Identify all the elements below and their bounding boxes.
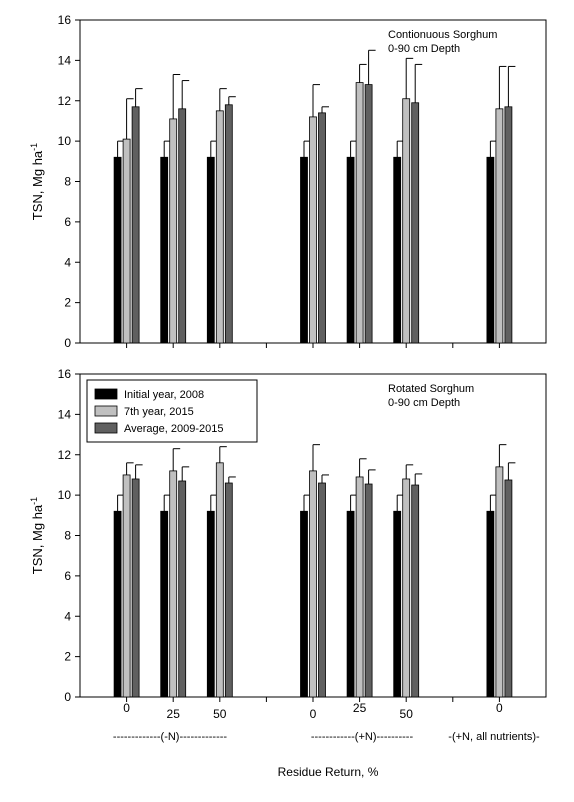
y-axis-label: TSN, Mg ha-1 bbox=[29, 497, 45, 574]
x-axis-title: Residue Return, % bbox=[278, 765, 379, 779]
bar bbox=[486, 156, 495, 344]
bar bbox=[364, 483, 373, 698]
legend-entry: Initial year, 2008 bbox=[124, 389, 204, 401]
bar bbox=[355, 82, 364, 344]
y-axis-label-superscript: -1 bbox=[29, 143, 39, 151]
bar bbox=[346, 510, 355, 698]
bar bbox=[495, 466, 504, 698]
y-tick-label: 0 bbox=[64, 690, 71, 704]
y-tick-label: 16 bbox=[58, 13, 72, 27]
bottom-chart-rotated-sorghum: 0 2 4 6 8 10 12 14 16 TSN, Mg ha-1 Rotated Sorghum… bbox=[29, 367, 547, 704]
legend-swatch bbox=[94, 405, 118, 417]
x-category-label: 0 bbox=[496, 701, 503, 715]
bar bbox=[402, 98, 411, 344]
bar bbox=[215, 462, 224, 698]
chart-annotation: Rotated Sorghum bbox=[388, 383, 474, 395]
y-axis-label: TSN, Mg ha-1 bbox=[29, 143, 45, 220]
y-tick-label: 10 bbox=[58, 488, 72, 502]
x-category-label: 50 bbox=[213, 707, 227, 721]
chart-annotation: 0-90 cm Depth bbox=[388, 397, 460, 409]
bar bbox=[364, 84, 373, 344]
bar bbox=[504, 106, 513, 344]
x-axis-labels: 0 25 50 0 25 50 0 -------------(-N)------------… bbox=[113, 701, 540, 779]
bar bbox=[224, 104, 233, 344]
y-tick-label: 6 bbox=[64, 215, 71, 229]
y-tick-label: 10 bbox=[58, 134, 72, 148]
bar bbox=[160, 156, 169, 344]
x-category-label: 0 bbox=[310, 707, 317, 721]
bar bbox=[131, 478, 140, 698]
x-category-label: 50 bbox=[400, 707, 414, 721]
y-tick-label: 12 bbox=[58, 94, 72, 108]
y-tick-label: 6 bbox=[64, 569, 71, 583]
x-category-label: 25 bbox=[167, 707, 181, 721]
bar bbox=[113, 156, 122, 344]
y-tick-label: 2 bbox=[64, 650, 71, 664]
bar bbox=[318, 482, 326, 698]
bar bbox=[169, 118, 178, 344]
y-tick-label: 8 bbox=[64, 175, 71, 189]
legend-entry: 7th year, 2015 bbox=[124, 406, 194, 418]
x-group-label: ------------(+N)---------- bbox=[311, 731, 414, 743]
chart-annotation: 0-90 cm Depth bbox=[388, 43, 460, 55]
y-axis-label-superscript: -1 bbox=[29, 497, 39, 505]
legend-swatch bbox=[94, 422, 118, 434]
bar bbox=[122, 138, 131, 344]
legend-swatch bbox=[94, 388, 118, 400]
bar bbox=[300, 156, 308, 344]
bar bbox=[160, 510, 169, 698]
y-tick-label: 14 bbox=[58, 53, 72, 67]
bar bbox=[346, 156, 355, 344]
y-tick-label: 4 bbox=[64, 609, 71, 623]
x-group-label: -------------(-N)------------- bbox=[113, 731, 228, 743]
bar bbox=[215, 110, 224, 344]
bar bbox=[504, 479, 513, 698]
bar bbox=[486, 510, 495, 698]
bar bbox=[169, 470, 178, 698]
bar bbox=[393, 156, 402, 344]
x-category-label: 25 bbox=[353, 701, 367, 715]
legend-entry: Average, 2009-2015 bbox=[124, 423, 224, 435]
x-category-label: 0 bbox=[123, 701, 130, 715]
x-group-label: -(+N, all nutrients)- bbox=[448, 731, 540, 743]
y-axis-label-text: TSN, Mg ha bbox=[30, 504, 45, 574]
y-tick-label: 0 bbox=[64, 336, 71, 350]
top-chart-continuous-sorghum: 0 2 4 6 8 10 12 14 16 TSN, Mg ha-1 Contionuous Sor… bbox=[29, 13, 547, 350]
bar bbox=[411, 102, 420, 344]
y-tick-label: 12 bbox=[58, 448, 72, 462]
bar bbox=[206, 510, 215, 698]
y-tick-label: 14 bbox=[58, 407, 72, 421]
chart-annotation: Contionuous Sorghum bbox=[388, 29, 497, 41]
bar bbox=[224, 482, 233, 698]
bar bbox=[411, 484, 420, 698]
bar bbox=[318, 112, 326, 344]
bar bbox=[309, 116, 317, 344]
bar bbox=[393, 510, 402, 698]
bar bbox=[113, 510, 122, 698]
bar bbox=[131, 106, 140, 344]
bar bbox=[206, 156, 215, 344]
legend: Initial year, 2008 7th year, 2015 Average,… bbox=[86, 379, 258, 443]
bar bbox=[309, 470, 317, 698]
bar bbox=[178, 480, 187, 698]
bar bbox=[495, 108, 504, 344]
y-tick-label: 16 bbox=[58, 367, 72, 381]
bar bbox=[178, 108, 187, 344]
y-tick-label: 8 bbox=[64, 529, 71, 543]
bar bbox=[122, 474, 131, 698]
bar bbox=[300, 510, 308, 698]
y-tick-label: 4 bbox=[64, 255, 71, 269]
bar bbox=[402, 478, 411, 698]
y-axis-label-text: TSN, Mg ha bbox=[30, 150, 45, 220]
y-tick-label: 2 bbox=[64, 296, 71, 310]
bar bbox=[355, 476, 364, 698]
